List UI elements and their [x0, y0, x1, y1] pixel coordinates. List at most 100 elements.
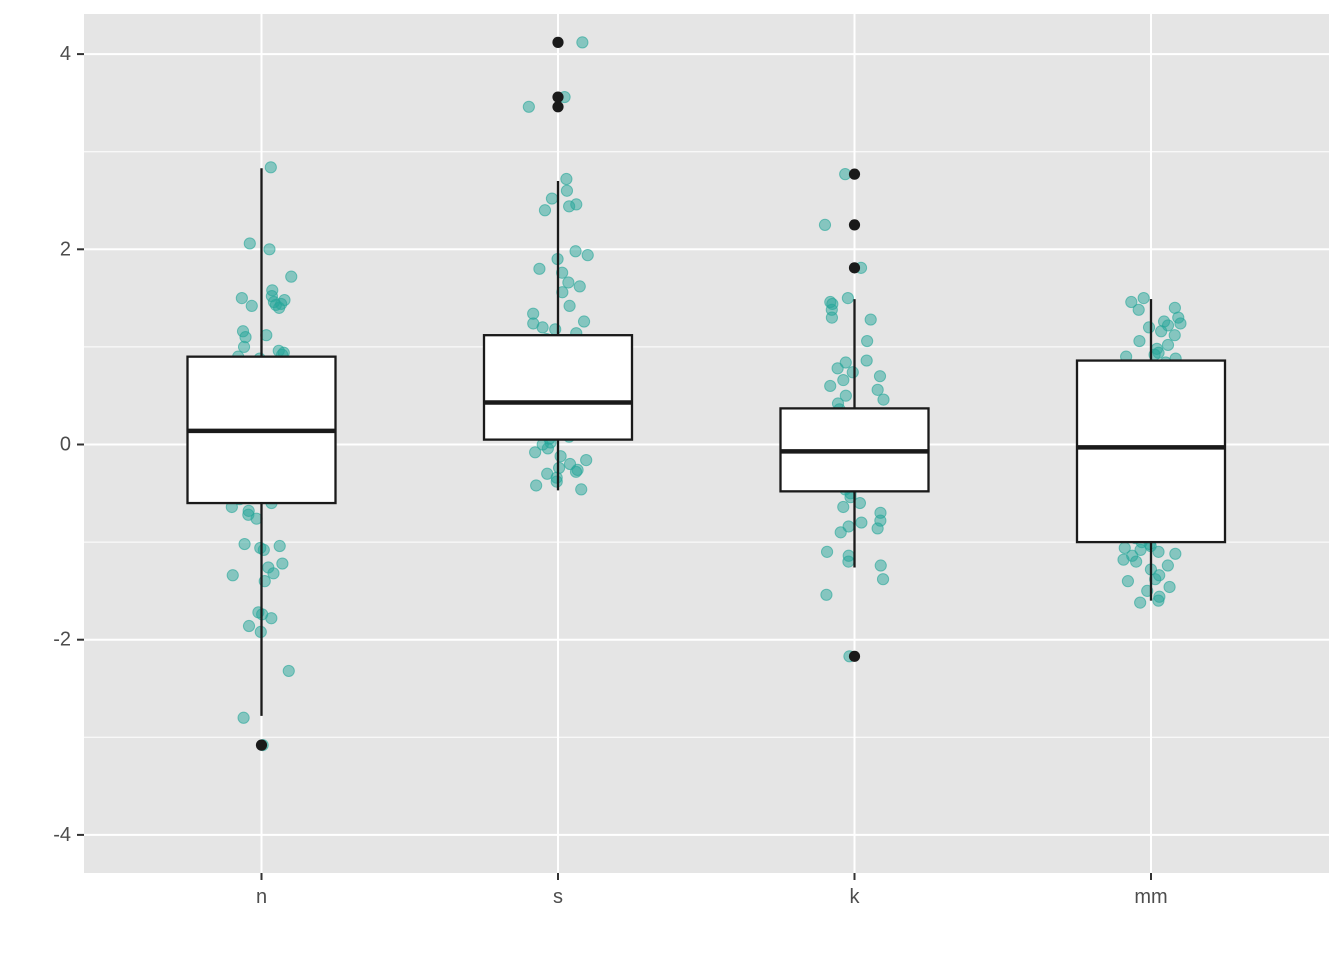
jitter-point — [536, 321, 549, 334]
jitter-point — [1163, 580, 1176, 594]
jitter-point — [831, 362, 844, 375]
jitter-point — [1142, 321, 1156, 334]
jitter-point — [529, 446, 542, 459]
y-tick-label: 4 — [60, 43, 71, 65]
jitter-point — [563, 200, 576, 213]
jitter-point — [1161, 559, 1174, 572]
box-k — [779, 168, 930, 662]
jitter-point — [1132, 303, 1145, 316]
box-mm — [1075, 299, 1227, 601]
jitter-point — [541, 442, 554, 455]
jitter-point — [839, 389, 852, 402]
jitter-point — [853, 496, 867, 510]
outlier-point — [552, 36, 564, 48]
jitter-point — [245, 299, 258, 313]
box-iqr — [482, 334, 634, 441]
box-n — [186, 168, 337, 751]
jitter-point — [1125, 295, 1138, 309]
jitter-point — [825, 311, 839, 324]
jitter-point — [562, 276, 575, 289]
outlier-point — [552, 91, 564, 103]
boxes — [186, 36, 1227, 751]
jitter-point — [282, 664, 295, 678]
outlier-point — [848, 650, 861, 662]
jitter-point — [569, 245, 582, 258]
jitter-point — [834, 526, 847, 539]
outlier-point — [848, 168, 861, 180]
jitter-point — [237, 711, 250, 724]
jitter-point — [1155, 325, 1168, 338]
jitter-point — [871, 522, 884, 535]
jitter-point — [267, 567, 280, 580]
box-s — [482, 36, 634, 491]
jitter-point — [842, 555, 855, 568]
x-tick-label-k: k — [850, 886, 861, 908]
jitter-point — [871, 383, 884, 396]
jitter-point — [860, 354, 873, 367]
jitter-point — [563, 299, 576, 313]
jitter-point — [1134, 543, 1147, 557]
y-tick-label: 2 — [60, 238, 71, 260]
jitter-point — [580, 454, 593, 467]
jitter-point — [556, 266, 569, 279]
jitter-point — [1168, 329, 1181, 342]
jitter-point — [874, 559, 887, 572]
jitter-point — [577, 315, 591, 328]
jitter-point — [533, 262, 546, 275]
jitter-point — [1133, 334, 1146, 348]
jitter-point — [545, 192, 559, 205]
jitter-point — [1130, 555, 1143, 568]
jitter-point — [1121, 575, 1135, 588]
jitter-point — [575, 483, 588, 496]
jitter-point — [237, 340, 251, 353]
jitter-point — [276, 557, 289, 570]
jitter-point — [235, 292, 248, 305]
jitter-point — [876, 573, 890, 586]
outlier-point — [552, 101, 564, 113]
jitter-point — [273, 301, 286, 314]
jitter-point — [1169, 547, 1182, 560]
outlier-point — [848, 219, 861, 231]
jitter-point — [550, 475, 563, 488]
jitter-point — [238, 537, 251, 551]
jitter-point — [573, 280, 586, 293]
y-tick-label: -4 — [53, 824, 71, 846]
jitter-point — [846, 366, 859, 379]
jitter-point — [1161, 338, 1175, 352]
jitter-point — [839, 356, 852, 369]
jitter-point — [820, 588, 833, 601]
jitter-point — [581, 249, 594, 262]
jitter-point — [264, 161, 277, 174]
jitter-point — [530, 479, 543, 492]
jitter-point — [265, 612, 278, 625]
jitter-point — [1174, 317, 1187, 330]
outlier-point — [848, 262, 861, 274]
jitter-point — [837, 500, 850, 514]
y-tick-label: 0 — [60, 434, 71, 456]
jitter-point — [1137, 292, 1150, 305]
x-axis: n s k mm — [256, 873, 1168, 908]
outlier-point — [255, 739, 268, 751]
jitter-point — [877, 393, 890, 406]
jitter-point — [820, 545, 834, 558]
x-tick-label-mm: mm — [1134, 886, 1167, 908]
jitter-point — [560, 184, 574, 197]
y-axis: -4 -2 0 2 4 — [53, 43, 84, 846]
jitter-point — [556, 286, 569, 299]
jitter-point — [1152, 594, 1165, 607]
jitter-point — [861, 334, 874, 348]
jitter-point — [855, 516, 868, 529]
jitter-point — [285, 270, 298, 283]
jitter-point — [257, 543, 270, 557]
jitter-point — [242, 619, 256, 633]
jitter-point — [522, 100, 535, 113]
jitter-point — [576, 36, 589, 49]
jitter-point — [864, 313, 877, 326]
jitter-point — [226, 569, 239, 582]
jitter-point — [824, 379, 837, 393]
jitter-point — [243, 237, 256, 250]
jitter-point — [554, 450, 567, 463]
jitter-point — [538, 204, 552, 217]
jitter-point — [873, 370, 887, 383]
